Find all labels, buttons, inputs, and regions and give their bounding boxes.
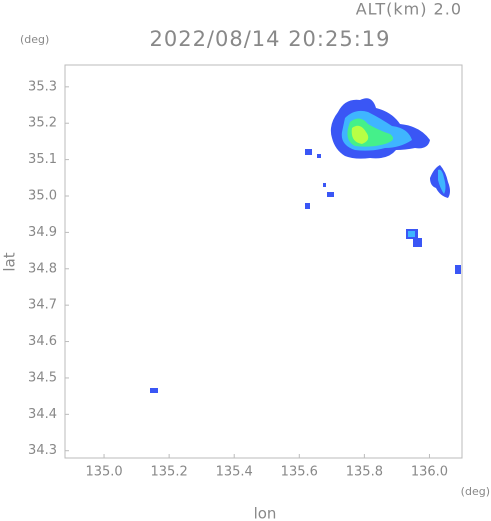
y-tick-label: 35.3	[28, 79, 57, 94]
echo-map	[150, 98, 461, 393]
x-tick-label: 135.0	[85, 465, 122, 480]
y-tick-label: 35.2	[28, 116, 57, 131]
x-tick-label: 135.8	[346, 465, 383, 480]
plot-frame	[64, 64, 463, 459]
x-tick-label: 135.2	[151, 465, 188, 480]
y-tick-label: 35.1	[28, 152, 57, 167]
chart-title: 2022/08/14 20:25:19	[149, 27, 390, 51]
y-tick-label: 35.0	[28, 189, 57, 204]
y-tick-label: 34.3	[28, 443, 57, 458]
y-tick-label: 34.9	[28, 225, 57, 240]
x-tick-label: 135.6	[281, 465, 318, 480]
y-unit: (deg)	[20, 33, 49, 46]
y-tick-label: 34.6	[28, 334, 57, 349]
y-tick-label: 34.7	[28, 298, 57, 313]
y-tick-label: 34.4	[28, 407, 57, 422]
y-axis-label: lat	[1, 252, 19, 271]
y-tick-label: 34.8	[28, 261, 57, 276]
x-unit: (deg)	[461, 485, 490, 498]
altitude: ALT(km) 2.0	[356, 0, 462, 19]
y-tick-label: 34.5	[28, 370, 57, 385]
x-tick-label: 136.0	[411, 465, 448, 480]
x-axis-label: lon	[254, 505, 277, 521]
x-tick-label: 135.4	[216, 465, 253, 480]
